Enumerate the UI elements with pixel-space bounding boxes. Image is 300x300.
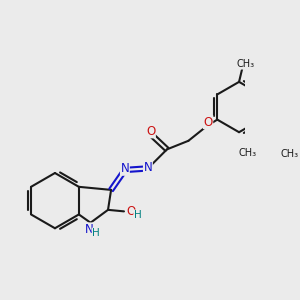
Text: CH₃: CH₃ bbox=[239, 148, 257, 158]
Text: CH₃: CH₃ bbox=[236, 59, 254, 69]
Text: H: H bbox=[134, 210, 142, 220]
Text: O: O bbox=[203, 116, 213, 129]
Text: H: H bbox=[92, 228, 100, 238]
Text: N: N bbox=[143, 161, 152, 174]
Text: O: O bbox=[126, 205, 135, 218]
Text: N: N bbox=[85, 223, 93, 236]
Text: O: O bbox=[146, 125, 155, 138]
Text: N: N bbox=[121, 162, 129, 175]
Text: CH₃: CH₃ bbox=[281, 149, 299, 159]
